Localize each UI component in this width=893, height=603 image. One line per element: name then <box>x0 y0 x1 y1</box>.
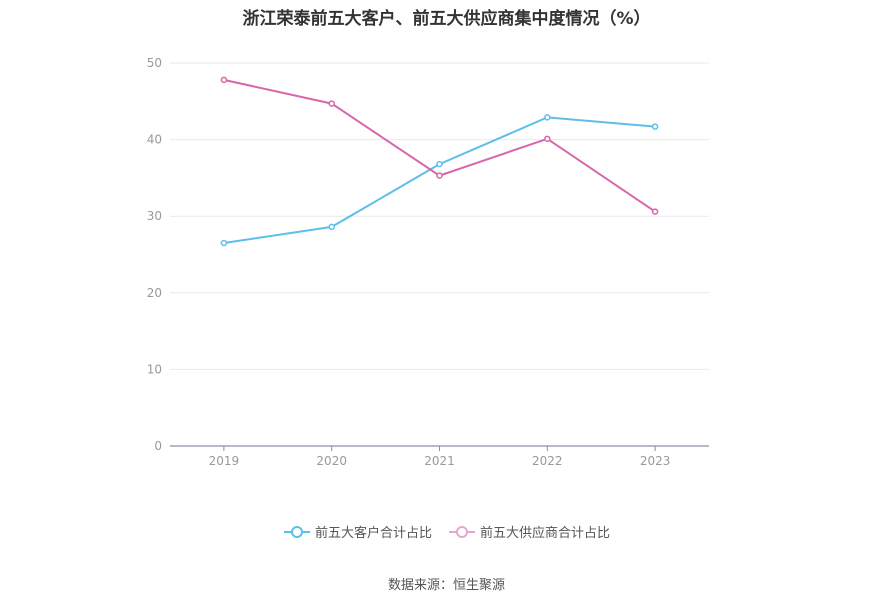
legend-item-2[interactable]: 前五大供应商合计占比 <box>448 522 610 541</box>
series-line-2 <box>223 78 656 213</box>
x-tick-label: 2021 <box>424 454 455 468</box>
data-point[interactable] <box>544 114 551 121</box>
axes: 0 10 20 30 40 50 2019 2020 2021 2022 2023 <box>147 56 709 468</box>
legend-item-1[interactable]: 前五大客户合计占比 <box>283 522 432 541</box>
x-tick-label: 2020 <box>316 454 347 468</box>
y-tick-label: 50 <box>147 56 162 70</box>
grid-lines <box>170 62 709 370</box>
legend-label: 前五大客户合计占比 <box>314 526 432 541</box>
data-source: 数据来源：恒生聚源 <box>387 578 505 593</box>
x-tick-label: 2019 <box>209 454 240 468</box>
legend-marker-icon <box>283 525 310 538</box>
series-lines <box>220 76 659 247</box>
data-point[interactable] <box>328 100 335 107</box>
y-tick-label: 0 <box>154 439 162 453</box>
series-line-1 <box>223 116 656 244</box>
data-point[interactable] <box>651 123 659 130</box>
legend-label: 前五大供应商合计占比 <box>480 526 611 541</box>
x-tick-label: 2023 <box>640 454 671 468</box>
y-tick-label: 20 <box>147 286 162 300</box>
y-tick-label: 30 <box>147 209 162 223</box>
data-point[interactable] <box>544 135 551 143</box>
y-tick-label: 10 <box>147 362 162 376</box>
legend: 前五大客户合计占比 前五大供应商合计占比 <box>0 522 893 541</box>
data-point[interactable] <box>651 208 659 215</box>
legend-marker-icon <box>449 525 475 538</box>
data-point[interactable] <box>220 239 228 247</box>
data-point[interactable] <box>436 160 443 168</box>
chart-title: 浙江荣泰前五大客户、前五大供应商集中度情况（%） <box>242 9 651 29</box>
data-point[interactable] <box>220 76 228 84</box>
x-tick-label: 2022 <box>532 454 563 468</box>
data-point[interactable] <box>436 172 443 179</box>
data-point[interactable] <box>328 223 335 231</box>
y-tick-label: 40 <box>147 133 162 147</box>
